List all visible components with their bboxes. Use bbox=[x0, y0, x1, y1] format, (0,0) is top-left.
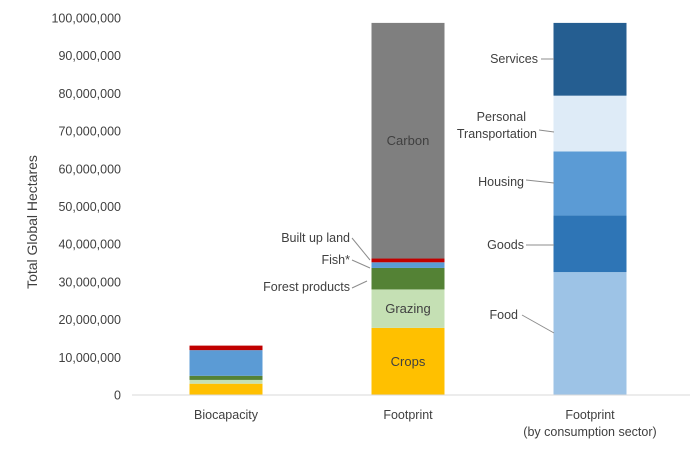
y-tick-label: 10,000,000 bbox=[58, 351, 121, 365]
annotation-forest-products: Forest products bbox=[263, 280, 350, 294]
x-category-label: Footprint bbox=[383, 408, 433, 422]
bar-segment-forest-products bbox=[371, 267, 445, 290]
annotation-fish: Fish* bbox=[322, 253, 351, 267]
leader-line-built-up-land bbox=[351, 237, 371, 261]
annotation-food: Food bbox=[490, 308, 519, 322]
x-category-label: Biocapacity bbox=[194, 408, 259, 422]
y-axis-label: Total Global Hectares bbox=[24, 155, 40, 289]
x-category-label: Footprint bbox=[565, 408, 615, 422]
y-tick-label: 50,000,000 bbox=[58, 200, 121, 214]
bar-segment-fish bbox=[371, 262, 445, 268]
x-axis: Biocapacity Footprint Footprint (by consump… bbox=[194, 408, 657, 439]
segment-label-grazing: Grazing bbox=[385, 301, 431, 316]
leader-line-food bbox=[521, 314, 555, 334]
y-tick-label: 90,000,000 bbox=[58, 49, 121, 63]
annotation-housing: Housing bbox=[478, 175, 524, 189]
bar-segment-crops bbox=[189, 383, 263, 395]
leader-line-housing bbox=[525, 179, 555, 184]
segment-label-crops: Crops bbox=[391, 354, 426, 369]
annotation-goods: Goods bbox=[487, 238, 524, 252]
y-tick-label: 80,000,000 bbox=[58, 87, 121, 101]
bar-segment-services bbox=[553, 22, 627, 96]
annotation-services: Services bbox=[490, 52, 538, 66]
bar-segment-built-up-land bbox=[371, 258, 445, 263]
bars: Crops Grazing Carbon bbox=[189, 22, 627, 395]
y-tick-label: 100,000,000 bbox=[51, 12, 121, 26]
leader-line-fish bbox=[351, 259, 371, 269]
y-tick-label: 30,000,000 bbox=[58, 275, 121, 289]
y-axis: 0 10,000,000 20,000,000 30,000,000 40,000,00… bbox=[51, 12, 121, 403]
bar-segment-built-up-land bbox=[189, 345, 263, 351]
bar-segment-crops bbox=[371, 327, 445, 395]
x-category-label-line2: (by consumption sector) bbox=[523, 425, 656, 439]
y-tick-label: 20,000,000 bbox=[58, 313, 121, 327]
segment-label-carbon: Carbon bbox=[387, 133, 430, 148]
bar-segment-fish bbox=[189, 350, 263, 376]
bar-segment-forest-products bbox=[189, 375, 263, 380]
y-tick-label: 60,000,000 bbox=[58, 162, 121, 176]
y-tick-label: 0 bbox=[114, 389, 121, 403]
leader-line-forest-products bbox=[351, 280, 368, 289]
annotations: Forest products Fish* Built up land Food Goo… bbox=[263, 52, 555, 334]
annotation-built-up-land: Built up land bbox=[281, 231, 350, 245]
annotation-personal-transportation-line2: Transportation bbox=[457, 127, 537, 141]
bar-segment-goods bbox=[553, 215, 627, 273]
bar-segment-housing bbox=[553, 151, 627, 216]
bar-segment-grazing bbox=[371, 289, 445, 328]
annotation-personal-transportation: Personal bbox=[477, 110, 526, 124]
y-tick-label: 40,000,000 bbox=[58, 238, 121, 252]
bar-segment-carbon bbox=[371, 22, 445, 259]
bar-segment-food bbox=[553, 272, 627, 395]
bar-segment-grazing bbox=[189, 379, 263, 384]
leader-line-personal-transportation bbox=[538, 129, 555, 133]
y-tick-label: 70,000,000 bbox=[58, 125, 121, 139]
bar-segment-personal-transportation bbox=[553, 95, 627, 152]
